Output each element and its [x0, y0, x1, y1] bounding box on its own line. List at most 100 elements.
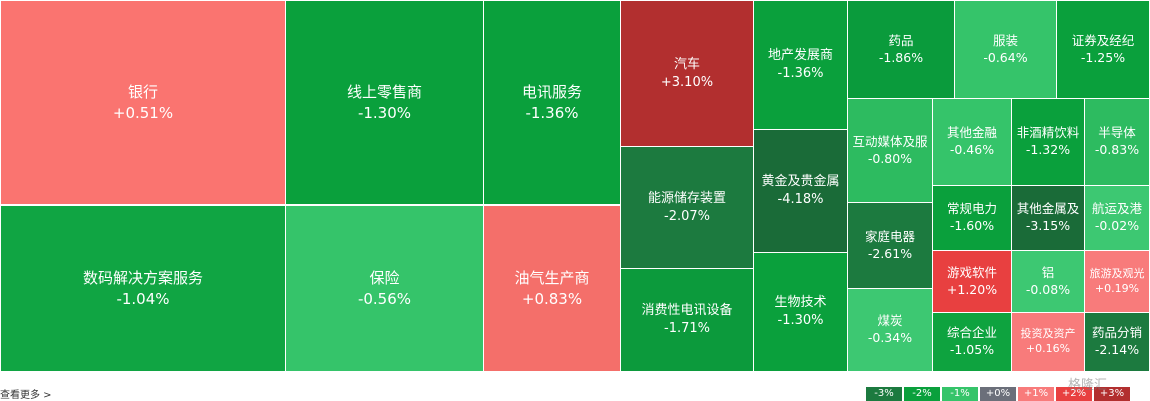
sector-name: 家庭电器	[864, 228, 915, 244]
color-legend: -3% -2% -1% +0% +1% +2% +3%	[866, 387, 1132, 401]
sector-tile[interactable]: 黄金及贵金属 -4.18%	[753, 129, 848, 253]
sector-name: 黄金及贵金属	[761, 174, 840, 190]
sector-name: 非酒精饮料	[1016, 125, 1080, 141]
sector-change: +0.51%	[112, 103, 174, 122]
sector-change: -0.83%	[1094, 142, 1140, 157]
sector-change: -1.30%	[357, 103, 412, 122]
view-more-link[interactable]: 查看更多 >	[0, 390, 52, 401]
sector-tile[interactable]: 数码解决方案服务 -1.04%	[0, 205, 286, 372]
sector-tile[interactable]: 综合企业 -1.05%	[932, 312, 1012, 372]
sector-name: 汽车	[673, 56, 700, 72]
legend-swatch: -2%	[904, 387, 940, 401]
sector-tile[interactable]: 铝 -0.08%	[1011, 250, 1085, 313]
sector-tile[interactable]: 能源储存装置 -2.07%	[620, 146, 754, 269]
sector-tile[interactable]: 消费性电讯设备 -1.71%	[620, 268, 754, 372]
sector-name: 油气生产商	[514, 269, 590, 288]
legend-swatch: +1%	[1018, 387, 1054, 401]
sector-change: -1.36%	[525, 103, 579, 122]
sector-tile[interactable]: 家庭电器 -2.61%	[847, 202, 933, 289]
sector-name: 航运及港	[1091, 201, 1142, 217]
sector-name: 常规电力	[946, 201, 997, 217]
sector-tile[interactable]: 生物技术 -1.30%	[753, 252, 848, 372]
sector-name: 其他金属及	[1016, 201, 1080, 217]
sector-name: 消费性电讯设备	[641, 303, 733, 319]
sector-name: 数码解决方案服务	[82, 269, 203, 288]
sector-change: -1.05%	[949, 342, 995, 357]
sector-change: -1.86%	[878, 49, 924, 65]
sector-tile[interactable]: 其他金融 -0.46%	[932, 98, 1012, 186]
sector-name: 服装	[992, 32, 1018, 48]
sector-change: -2.07%	[664, 208, 710, 224]
sector-name: 地产发展商	[767, 48, 833, 64]
sector-name: 游戏软件	[946, 264, 997, 280]
sector-name: 药品	[888, 32, 914, 48]
sector-change: -4.18%	[777, 192, 824, 207]
sector-name: 银行	[127, 83, 158, 102]
sector-tile[interactable]: 电讯服务 -1.36%	[483, 0, 621, 205]
legend-swatch: +3%	[1094, 387, 1130, 401]
sector-tile[interactable]: 药品分销 -2.14%	[1084, 312, 1150, 372]
sector-change: -1.32%	[1025, 142, 1071, 157]
sector-tile[interactable]: 其他金属及 -3.15%	[1011, 185, 1085, 251]
sector-change: -0.34%	[867, 330, 913, 345]
sector-tile[interactable]: 证券及经纪 -1.25%	[1056, 0, 1150, 99]
sector-name: 煤炭	[877, 313, 903, 329]
sector-tile[interactable]: 线上零售商 -1.30%	[285, 0, 484, 205]
sector-tile[interactable]: 煤炭 -0.34%	[847, 288, 933, 372]
legend-swatch: -1%	[942, 387, 978, 401]
sector-name: 证券及经纪	[1071, 32, 1135, 48]
sector-change: -0.80%	[867, 150, 913, 166]
sector-tile[interactable]: 服装 -0.64%	[954, 0, 1057, 99]
sector-change: +1.20%	[946, 281, 998, 297]
sector-name: 线上零售商	[346, 83, 422, 102]
sector-tile[interactable]: 药品 -1.86%	[847, 0, 955, 99]
sector-name: 其他金融	[946, 125, 997, 141]
legend-swatch: +0%	[980, 387, 1016, 401]
legend-swatch: +2%	[1056, 387, 1092, 401]
sector-tile[interactable]: 地产发展商 -1.36%	[753, 0, 848, 130]
sector-name: 电讯服务	[521, 83, 582, 102]
sector-name: 能源储存装置	[647, 190, 726, 206]
sector-change: -0.46%	[949, 142, 995, 157]
sector-tile[interactable]: 油气生产商 +0.83%	[483, 205, 621, 372]
sector-tile[interactable]: 投资及资产 +0.16%	[1011, 312, 1085, 372]
sector-change: +3.10%	[660, 74, 714, 90]
sector-tile[interactable]: 银行 +0.51%	[0, 0, 286, 205]
sector-change: -1.30%	[777, 313, 824, 328]
sector-tile[interactable]: 游戏软件 +1.20%	[932, 250, 1012, 313]
sector-name: 铝	[1041, 264, 1055, 280]
sector-change: -1.36%	[777, 66, 824, 81]
sector-change: +0.16%	[1025, 342, 1071, 355]
sector-change: -1.25%	[1080, 49, 1126, 65]
sector-name: 投资及资产	[1020, 327, 1076, 341]
sector-change: -2.14%	[1094, 342, 1140, 357]
watermark: 格隆汇	[1068, 378, 1108, 393]
sector-change: -3.15%	[1025, 218, 1071, 233]
sector-change: -1.60%	[949, 218, 995, 233]
sector-change: -0.64%	[983, 49, 1028, 65]
sector-tile[interactable]: 常规电力 -1.60%	[932, 185, 1012, 251]
sector-name: 综合企业	[946, 325, 997, 341]
sector-change: -0.08%	[1025, 281, 1071, 297]
sector-change: -1.71%	[664, 321, 710, 336]
sector-tile[interactable]: 航运及港 -0.02%	[1084, 185, 1150, 251]
sector-tile[interactable]: 互动媒体及服 -0.80%	[847, 98, 933, 203]
sector-change: -1.04%	[116, 289, 170, 308]
sector-name: 药品分销	[1091, 325, 1142, 341]
sector-name: 互动媒体及服	[852, 133, 928, 149]
sector-tile[interactable]: 保险 -0.56%	[285, 205, 484, 372]
sector-change: +0.19%	[1094, 281, 1140, 295]
legend-swatch: -3%	[866, 387, 902, 401]
sector-tile[interactable]: 旅游及观光 +0.19%	[1084, 250, 1150, 313]
sector-tile[interactable]: 非酒精饮料 -1.32%	[1011, 98, 1085, 186]
sector-change: -0.56%	[357, 289, 412, 308]
sector-change: -2.61%	[867, 245, 913, 261]
sector-name: 保险	[369, 269, 400, 288]
sector-name: 半导体	[1098, 125, 1136, 141]
sector-tile[interactable]: 半导体 -0.83%	[1084, 98, 1150, 186]
sector-tile[interactable]: 汽车 +3.10%	[620, 0, 754, 147]
sector-name: 生物技术	[774, 295, 827, 311]
sector-change: -0.02%	[1094, 218, 1140, 233]
sector-name: 旅游及观光	[1089, 266, 1145, 280]
